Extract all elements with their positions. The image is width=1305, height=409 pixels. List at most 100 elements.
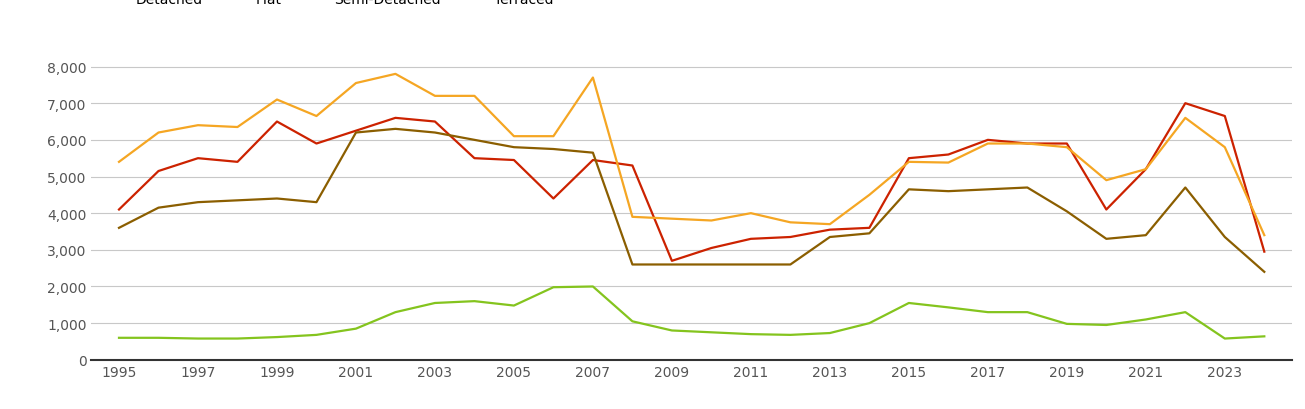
Detached [545, 197, 561, 202]
Flat [1218, 336, 1233, 341]
Detached [664, 259, 680, 264]
Terraced [625, 263, 641, 267]
Flat [900, 301, 916, 306]
Detached [191, 156, 206, 161]
Semi-Detached [941, 161, 957, 166]
Detached [980, 138, 996, 143]
Semi-Detached [625, 215, 641, 220]
Flat [348, 326, 364, 331]
Flat [783, 333, 799, 337]
Terraced [269, 197, 284, 202]
Semi-Detached [111, 160, 127, 165]
Semi-Detached [861, 193, 877, 198]
Flat [230, 336, 245, 341]
Terraced [111, 226, 127, 231]
Detached [941, 153, 957, 157]
Flat [1177, 310, 1193, 315]
Terraced [1218, 235, 1233, 240]
Detached [743, 237, 758, 242]
Semi-Detached [1138, 167, 1154, 172]
Semi-Detached [348, 81, 364, 86]
Detached [1257, 249, 1272, 254]
Terraced [230, 198, 245, 203]
Line: Flat: Flat [119, 287, 1265, 339]
Terraced [1099, 237, 1114, 242]
Semi-Detached [703, 218, 719, 223]
Terraced [861, 231, 877, 236]
Line: Detached: Detached [119, 104, 1265, 261]
Terraced [1257, 270, 1272, 274]
Flat [941, 305, 957, 310]
Detached [348, 129, 364, 134]
Terraced [980, 187, 996, 192]
Terraced [783, 263, 799, 267]
Semi-Detached [783, 220, 799, 225]
Flat [1019, 310, 1035, 315]
Terraced [545, 147, 561, 152]
Detached [269, 120, 284, 125]
Semi-Detached [980, 142, 996, 146]
Flat [585, 284, 600, 289]
Semi-Detached [191, 124, 206, 128]
Terraced [427, 131, 442, 136]
Semi-Detached [1218, 145, 1233, 150]
Terraced [664, 263, 680, 267]
Flat [309, 333, 325, 337]
Terraced [467, 138, 483, 143]
Detached [703, 246, 719, 251]
Flat [150, 335, 166, 340]
Flat [822, 331, 838, 336]
Line: Terraced: Terraced [119, 130, 1265, 272]
Flat [467, 299, 483, 304]
Semi-Detached [388, 72, 403, 77]
Detached [861, 226, 877, 231]
Semi-Detached [664, 217, 680, 222]
Flat [625, 319, 641, 324]
Detached [1099, 207, 1114, 212]
Semi-Detached [427, 94, 442, 99]
Terraced [1138, 233, 1154, 238]
Flat [861, 321, 877, 326]
Detached [388, 116, 403, 121]
Semi-Detached [1257, 233, 1272, 238]
Flat [1138, 317, 1154, 322]
Detached [309, 142, 325, 146]
Detached [506, 158, 522, 163]
Semi-Detached [506, 135, 522, 139]
Terraced [348, 131, 364, 136]
Semi-Detached [309, 114, 325, 119]
Detached [585, 158, 600, 163]
Semi-Detached [1060, 145, 1075, 150]
Detached [1019, 142, 1035, 146]
Semi-Detached [585, 76, 600, 81]
Flat [664, 328, 680, 333]
Flat [506, 303, 522, 308]
Detached [111, 207, 127, 212]
Detached [1138, 167, 1154, 172]
Semi-Detached [545, 135, 561, 139]
Semi-Detached [269, 98, 284, 103]
Terraced [743, 263, 758, 267]
Semi-Detached [1019, 142, 1035, 146]
Flat [1060, 321, 1075, 326]
Flat [1099, 323, 1114, 328]
Flat [191, 336, 206, 341]
Flat [743, 332, 758, 337]
Terraced [1177, 186, 1193, 191]
Terraced [1019, 186, 1035, 191]
Terraced [506, 145, 522, 150]
Terraced [309, 200, 325, 205]
Terraced [941, 189, 957, 194]
Detached [625, 164, 641, 169]
Terraced [585, 151, 600, 156]
Detached [1060, 142, 1075, 146]
Flat [980, 310, 996, 315]
Terraced [822, 235, 838, 240]
Detached [230, 160, 245, 165]
Legend: Detached, Flat, Semi-Detached, Terraced: Detached, Flat, Semi-Detached, Terraced [98, 0, 559, 13]
Terraced [388, 127, 403, 132]
Terraced [1060, 209, 1075, 214]
Detached [150, 169, 166, 174]
Flat [703, 330, 719, 335]
Detached [467, 156, 483, 161]
